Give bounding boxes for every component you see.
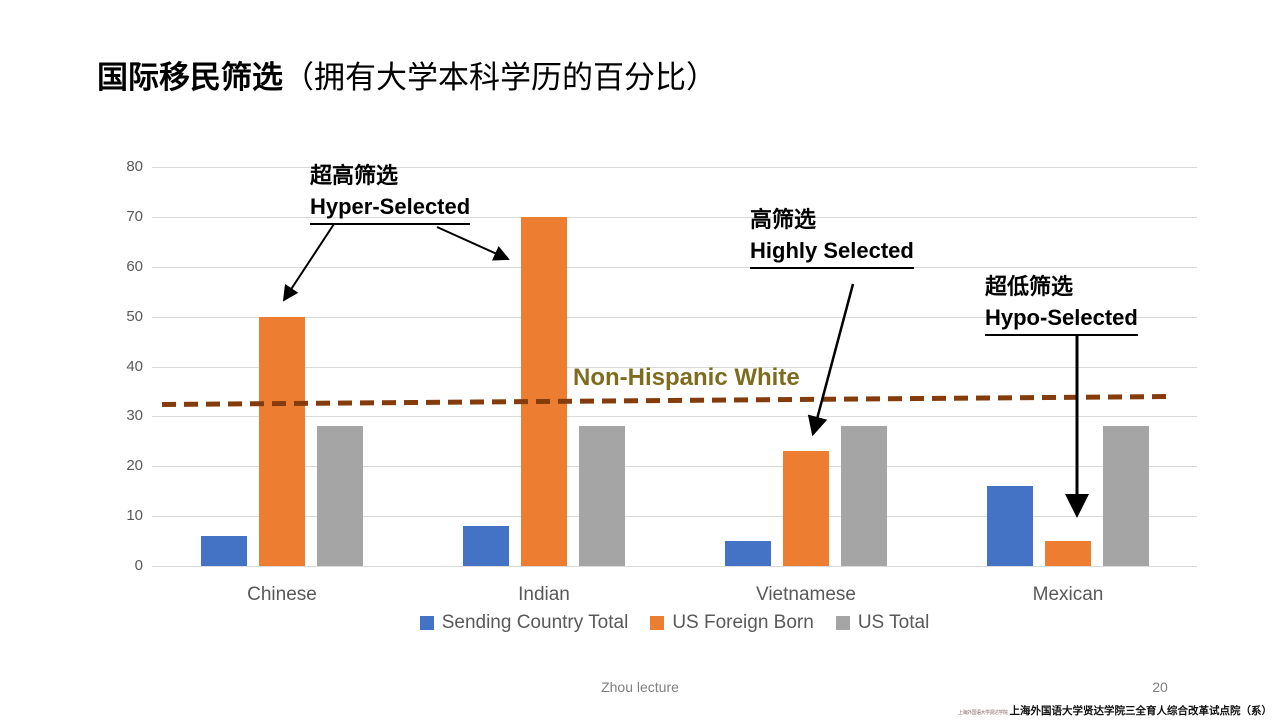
bar-us-total-vietnamese: [841, 426, 887, 566]
x-axis-label-chinese: Chinese: [247, 584, 317, 605]
watermark-logo: 上海外国语大学贤达学院: [957, 710, 1008, 716]
page-title: 国际移民筛选（拥有大学本科学历的百分比）: [97, 52, 717, 97]
watermark-text: 上海外国语大学贤达学院三全育人综合改革试点院（系）: [1009, 705, 1273, 717]
legend-swatch: [419, 616, 434, 630]
annotation-hypo-selected-zh: 超低筛选: [985, 274, 1074, 299]
legend-label: Sending Country Total: [441, 612, 629, 633]
x-axis-label-vietnamese: Vietnamese: [756, 584, 856, 605]
gridline-20: [152, 466, 1197, 468]
gridline-30: [152, 416, 1197, 418]
bar-sending-country-total-indian: [463, 526, 509, 566]
arrow-hyper-to-chinese: [282, 223, 335, 302]
gridline-40: [152, 366, 1197, 368]
bar-us-foreign-born-chinese: [259, 316, 305, 566]
y-axis-tick-40: 40: [126, 357, 143, 375]
gridline-70: [152, 216, 1197, 218]
arrow-hyper-to-indian: [436, 226, 510, 261]
gridline-60: [152, 266, 1197, 268]
y-axis-tick-60: 60: [126, 257, 143, 275]
y-axis-tick-30: 30: [126, 407, 143, 425]
bar-us-foreign-born-indian: [521, 216, 567, 566]
gridline-50: [152, 316, 1197, 318]
bar-us-foreign-born-mexican: [1045, 541, 1091, 566]
x-axis-label-mexican: Mexican: [1032, 584, 1104, 605]
arrow-highly-to-vietnamese: [807, 283, 855, 437]
annotation-highly-selected-zh: 高筛选: [750, 207, 817, 232]
legend-label: US Foreign Born: [672, 612, 814, 633]
bar-sending-country-total-chinese: [201, 536, 247, 566]
bar-sending-country-total-mexican: [987, 486, 1033, 566]
annotation-hyper-selected-en: Hyper-Selected: [310, 191, 471, 225]
y-axis-tick-20: 20: [126, 457, 143, 475]
bar-us-total-mexican: [1103, 426, 1149, 566]
watermark: 上海外国语大学贤达学院 上海外国语大学贤达学院三全育人综合改革试点院（系）: [958, 703, 1272, 718]
annotation-hyper-selected: 超高筛选 Hyper-Selected: [310, 160, 471, 225]
page-number: 20: [1152, 679, 1168, 695]
bar-us-foreign-born-vietnamese: [783, 451, 829, 566]
annotation-hypo-selected: 超低筛选 Hypo-Selected: [985, 271, 1138, 336]
x-axis-label-indian: Indian: [518, 584, 570, 605]
bar-sending-country-total-vietnamese: [725, 541, 771, 566]
annotation-highly-selected: 高筛选 Highly Selected: [750, 204, 914, 269]
legend-item-us-total: US Total: [835, 612, 930, 634]
gridline-0: [152, 566, 1197, 567]
bar-us-total-chinese: [317, 426, 363, 566]
y-axis-tick-50: 50: [126, 307, 143, 325]
bar-us-total-indian: [579, 426, 625, 566]
annotation-hyper-selected-zh: 超高筛选: [310, 163, 399, 188]
annotation-hypo-selected-en: Hypo-Selected: [985, 302, 1138, 336]
footer-lecture-text: Zhou lecture: [601, 679, 679, 695]
gridline-80: [152, 167, 1197, 168]
legend-swatch: [650, 616, 665, 630]
page-title-main: 国际移民筛选: [97, 60, 283, 95]
y-axis-tick-10: 10: [126, 507, 143, 525]
y-axis-tick-70: 70: [126, 207, 143, 225]
page-title-sub: （拥有大学本科学历的百分比）: [283, 60, 717, 95]
chart-legend: Sending Country Total US Foreign Born US T…: [152, 612, 1197, 634]
y-axis-tick-0: 0: [134, 557, 143, 574]
reference-line-label: Non-Hispanic White: [573, 364, 800, 391]
reference-dashed-line: [161, 394, 1167, 407]
legend-item-sending-country-total: Sending Country Total: [419, 612, 629, 634]
y-axis-tick-80: 80: [126, 158, 143, 175]
gridline-10: [152, 516, 1197, 518]
annotation-highly-selected-en: Highly Selected: [750, 235, 914, 269]
legend-item-us-foreign-born: US Foreign Born: [650, 612, 814, 634]
legend-label: US Total: [857, 612, 930, 633]
legend-swatch: [835, 616, 850, 630]
